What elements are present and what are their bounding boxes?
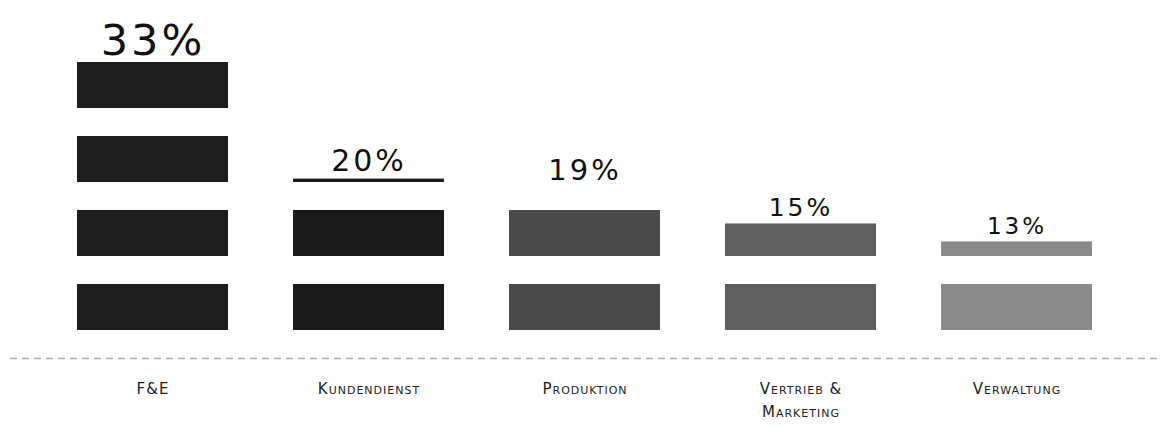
svg-text:Kundendienst: Kundendienst [318,380,420,398]
svg-text:Produktion: Produktion [542,380,627,398]
svg-text:19%: 19% [548,153,621,187]
svg-text:Vertrieb &Marketing: Vertrieb &Marketing [760,380,843,421]
svg-text:33%: 33% [101,15,206,65]
svg-text:15%: 15% [769,193,834,222]
svg-text:Verwaltung: Verwaltung [973,380,1061,398]
svg-text:20%: 20% [331,143,407,178]
svg-text:F&E: F&E [137,380,170,398]
svg-text:13%: 13% [987,213,1047,239]
